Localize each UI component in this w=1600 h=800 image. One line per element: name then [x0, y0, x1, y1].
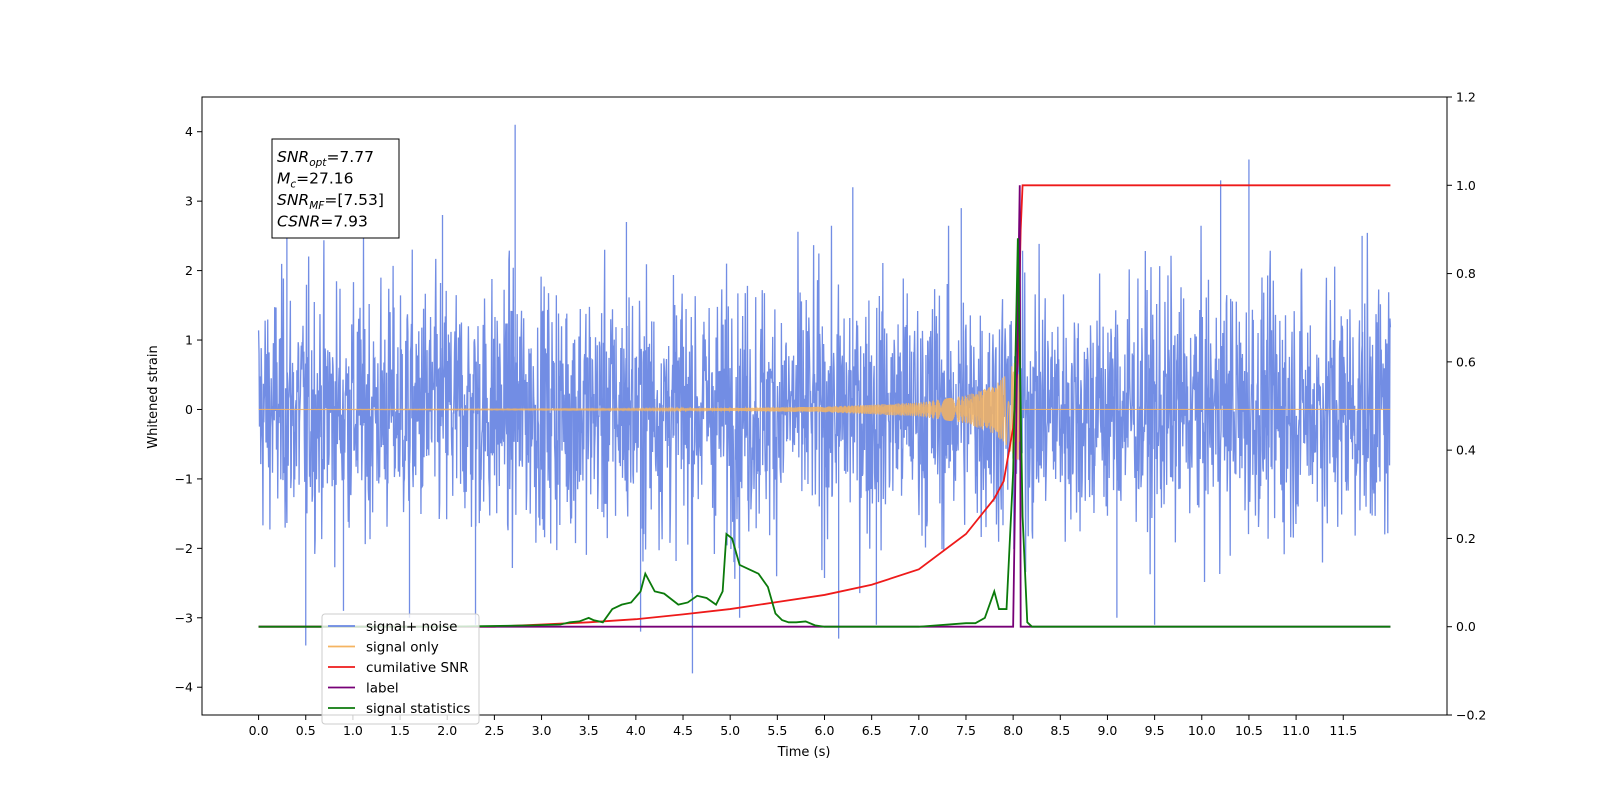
annotation-line: Mc=27.16 [277, 170, 354, 191]
noise-series-layer [257, 124, 1392, 674]
y-tick-label-right: 1.0 [1456, 178, 1476, 193]
legend-label: label [366, 681, 399, 697]
x-tick-label: 10.5 [1235, 723, 1263, 738]
x-tick-label: 10.0 [1188, 723, 1216, 738]
y-tick-label-left: −4 [175, 680, 193, 695]
annotation-line: SNRMF=[7.53] [277, 191, 384, 212]
x-tick-label: 8.0 [1003, 723, 1023, 738]
x-tick-label: 9.5 [1145, 723, 1165, 738]
y-axis-label: Whitened strain [146, 345, 161, 448]
y-tick-label-left: −2 [175, 541, 193, 556]
x-tick-label: 6.5 [862, 723, 882, 738]
signal-series-layer [258, 359, 1391, 460]
x-tick-label: 2.0 [437, 723, 457, 738]
legend: signal+ noise signal only cumilative SNR la… [321, 613, 480, 725]
annotation-line: SNRopt=7.77 [277, 148, 374, 169]
legend-label: cumilative SNR [366, 660, 469, 676]
y-tick-label-right: 0.0 [1456, 619, 1476, 634]
y-tick-label-right: 0.2 [1456, 531, 1476, 546]
annotation-line: CSNR=7.93 [277, 213, 368, 231]
x-tick-label: 3.0 [532, 723, 552, 738]
y-tick-label-left: 2 [185, 263, 193, 278]
y-tick-label-right: 1.2 [1456, 90, 1476, 105]
x-tick-label: 9.0 [1098, 723, 1118, 738]
series-signal-only [258, 359, 1391, 460]
y-tick-label-right: −0.2 [1456, 708, 1486, 723]
y-tick-label-right: 0.6 [1456, 354, 1476, 369]
y-tick-label-left: 3 [185, 194, 193, 209]
legend-box [321, 613, 480, 725]
x-tick-label: 6.0 [815, 723, 835, 738]
x-tick-label: 5.0 [720, 723, 740, 738]
y-tick-label-left: 0 [185, 402, 193, 417]
series-lines-layer [258, 184, 1391, 628]
series-signal-noise [257, 124, 1392, 674]
x-tick-label: 4.0 [626, 723, 646, 738]
y-tick-label-left: −1 [175, 471, 193, 486]
series-signal-statistics [258, 238, 1391, 628]
x-tick-label: 1.5 [390, 723, 410, 738]
x-tick-label: 0.0 [249, 723, 269, 738]
y-tick-label-right: 0.8 [1456, 266, 1476, 281]
x-tick-label: 11.0 [1282, 723, 1310, 738]
legend-label: signal+ noise [366, 619, 457, 635]
x-tick-label: 5.5 [767, 723, 787, 738]
y-tick-label-left: 1 [185, 333, 193, 348]
x-axis-label: Time (s) [777, 745, 831, 760]
x-tick-label: 11.5 [1329, 723, 1357, 738]
legend-label: signal statistics [366, 701, 470, 717]
x-tick-label: 2.5 [484, 723, 504, 738]
x-tick-label: 0.5 [296, 723, 316, 738]
x-tick-label: 8.5 [1050, 723, 1070, 738]
y-tick-label-right: 0.4 [1456, 443, 1476, 458]
y-tick-label-left: 4 [185, 124, 193, 139]
x-tick-label: 3.5 [579, 723, 599, 738]
x-tick-label: 7.5 [956, 723, 976, 738]
ticks-layer: 0.0 0.5 1.0 1.5 2.0 2.5 3.0 3.5 4.0 4.5 5.0 5.5 6.0 6… [175, 90, 1487, 739]
annotation-frame [271, 138, 400, 239]
x-tick-label: 7.0 [909, 723, 929, 738]
x-tick-label: 1.0 [343, 723, 363, 738]
legend-label: signal only [366, 640, 439, 656]
y-tick-label-left: −3 [175, 610, 193, 625]
x-tick-label: 4.5 [673, 723, 693, 738]
